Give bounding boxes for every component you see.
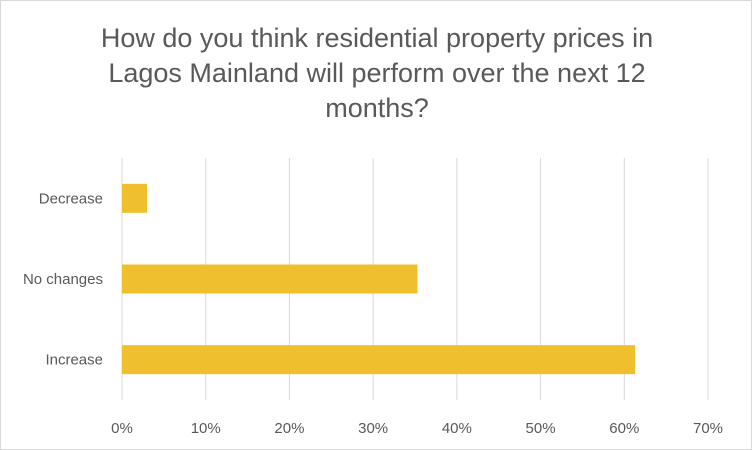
x-tick-label-6: 60% — [609, 420, 639, 437]
bar-no-changes — [122, 264, 418, 294]
category-label-increase: Increase — [45, 352, 103, 369]
x-tick-label-3: 30% — [358, 420, 388, 437]
chart-title: How do you think residential property pr… — [100, 23, 654, 123]
x-tick-label-2: 20% — [274, 420, 304, 437]
bar-decrease — [122, 183, 148, 213]
x-tick-label-1: 10% — [191, 420, 221, 437]
x-tick-label-5: 50% — [526, 420, 556, 437]
x-tick-label-0: 0% — [111, 420, 133, 437]
bar-increase — [122, 345, 636, 375]
category-label-no-changes: No changes — [23, 271, 103, 288]
category-label-decrease: Decrease — [39, 190, 103, 207]
x-tick-label-7: 70% — [693, 420, 723, 437]
x-tick-label-4: 40% — [442, 420, 472, 437]
